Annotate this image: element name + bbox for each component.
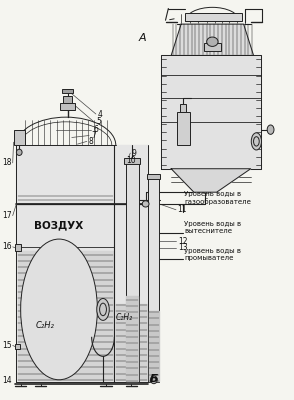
Bar: [63, 96, 72, 103]
Bar: [186, 13, 242, 21]
Bar: [148, 176, 159, 382]
Ellipse shape: [267, 125, 274, 134]
Text: 17: 17: [3, 211, 12, 220]
Text: 8: 8: [89, 137, 93, 146]
Polygon shape: [171, 24, 253, 56]
Bar: [124, 158, 140, 164]
Text: 9: 9: [131, 149, 136, 158]
Bar: [61, 103, 75, 110]
Text: C₂H₂: C₂H₂: [35, 320, 54, 330]
Text: 6: 6: [93, 125, 98, 134]
Text: Уровень воды в
вытеснителе: Уровень воды в вытеснителе: [184, 221, 241, 234]
Text: А: А: [139, 33, 147, 43]
Text: 11: 11: [177, 205, 186, 214]
Ellipse shape: [207, 37, 218, 46]
Polygon shape: [171, 169, 251, 192]
Bar: [14, 130, 25, 145]
Bar: [180, 104, 186, 112]
Bar: [177, 112, 190, 145]
Polygon shape: [18, 251, 113, 380]
Text: Б: Б: [150, 374, 158, 384]
Text: ВОЗДУХ: ВОЗДУХ: [34, 220, 83, 230]
Polygon shape: [149, 311, 159, 381]
Polygon shape: [116, 304, 147, 380]
Text: 4: 4: [97, 110, 102, 118]
Text: 13: 13: [178, 243, 188, 252]
Ellipse shape: [251, 133, 261, 150]
Bar: [15, 344, 20, 349]
Ellipse shape: [97, 298, 109, 320]
Text: Уровень воды в
газообразователе: Уровень воды в газообразователе: [184, 191, 251, 205]
Bar: [204, 43, 221, 51]
Ellipse shape: [151, 376, 157, 384]
Text: 5: 5: [96, 117, 101, 126]
Polygon shape: [126, 296, 138, 381]
Polygon shape: [161, 56, 261, 169]
Ellipse shape: [21, 239, 97, 380]
Bar: [62, 89, 73, 92]
Text: 12: 12: [178, 236, 188, 246]
Ellipse shape: [16, 149, 22, 156]
Bar: [126, 161, 138, 382]
Polygon shape: [16, 145, 148, 382]
Text: C₂H₂: C₂H₂: [116, 313, 133, 322]
Bar: [147, 174, 161, 179]
Text: 14: 14: [3, 376, 12, 385]
Text: 16: 16: [3, 242, 12, 251]
Text: 15: 15: [3, 341, 12, 350]
Text: 18: 18: [3, 158, 12, 167]
Ellipse shape: [142, 201, 149, 207]
Text: 10: 10: [126, 156, 135, 166]
Text: уровень воды в
промывателе: уровень воды в промывателе: [184, 248, 241, 262]
Text: 7: 7: [91, 131, 96, 140]
Bar: [15, 244, 21, 251]
